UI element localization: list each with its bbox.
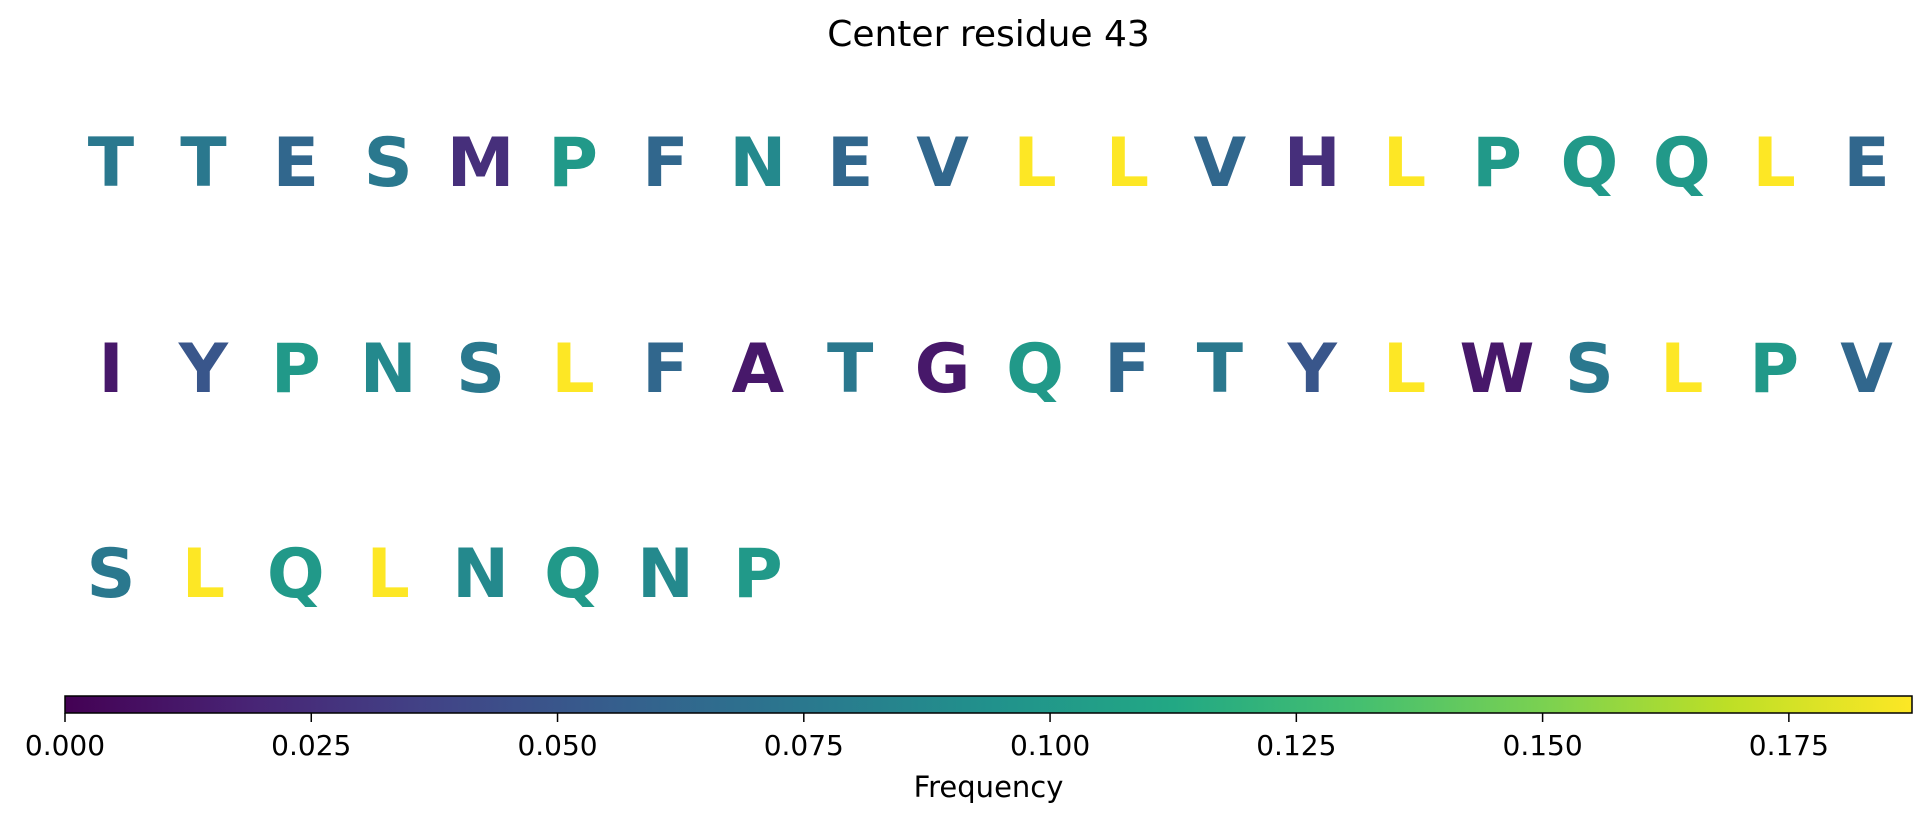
residue-letter-r3-c7: N — [637, 535, 694, 614]
colorbar-tick-label: 0.025 — [271, 729, 351, 762]
residue-letter-r2-c16: W — [1459, 330, 1534, 409]
residue-letter-r3-c8: P — [733, 535, 783, 614]
residue-letter-r1-c3: E — [273, 124, 319, 203]
colorbar-tick-label: 0.175 — [1749, 729, 1829, 762]
residue-letter-r2-c15: L — [1383, 330, 1426, 409]
residue-letter-r2-c12: F — [1104, 330, 1150, 409]
residue-letter-r1-c15: L — [1383, 124, 1426, 203]
residue-letter-r1-c2: T — [180, 124, 227, 203]
residue-letter-r2-c18: L — [1660, 330, 1703, 409]
residue-letter-r1-c7: F — [642, 124, 688, 203]
colorbar-tick-label: 0.050 — [517, 729, 597, 762]
residue-letter-r3-c2: L — [182, 535, 225, 614]
residue-letter-r2-c20: V — [1840, 330, 1893, 409]
residue-letter-r1-c14: H — [1284, 124, 1341, 203]
residue-letter-r1-c17: Q — [1560, 124, 1618, 203]
residue-letter-r1-c10: V — [916, 124, 969, 203]
residue-letter-r2-c13: T — [1197, 330, 1244, 409]
residue-letter-r1-c20: E — [1843, 124, 1889, 203]
letter-grid: T T E S M P F N E V L L V H L P Q Q L EI Y P N S L F A T G Q F T Y L W S L P V… — [87, 124, 1894, 614]
residue-letter-r1-c5: M — [447, 124, 515, 203]
residue-letter-r2-c7: F — [642, 330, 688, 409]
colorbar-tick-label: 0.125 — [1256, 729, 1336, 762]
colorbar-tick-label: 0.150 — [1503, 729, 1583, 762]
residue-letter-r1-c9: E — [827, 124, 873, 203]
colorbar-label: Frequency — [913, 770, 1064, 804]
residue-letter-r2-c19: P — [1749, 330, 1799, 409]
residue-letter-r2-c6: L — [551, 330, 594, 409]
residue-letter-r2-c8: A — [731, 330, 784, 409]
residue-letter-r2-c4: N — [360, 330, 417, 409]
residue-letter-r1-c19: L — [1753, 124, 1796, 203]
residue-letter-r1-c16: P — [1472, 124, 1522, 203]
colorbar-gradient — [64, 695, 1913, 714]
residue-letter-r3-c6: Q — [544, 535, 602, 614]
residue-letter-r1-c1: T — [88, 124, 135, 203]
residue-letter-r2-c10: G — [915, 330, 971, 409]
residue-letter-r3-c3: Q — [267, 535, 325, 614]
residue-letter-r1-c11: L — [1013, 124, 1056, 203]
colorbar-tick-label: 0.000 — [25, 729, 105, 762]
residue-letter-r2-c17: S — [1565, 330, 1614, 409]
residue-letter-r3-c4: L — [367, 535, 410, 614]
residue-letter-r2-c14: Y — [1287, 330, 1338, 409]
residue-letter-r1-c13: V — [1193, 124, 1246, 203]
residue-letter-r2-c5: S — [456, 330, 505, 409]
chart-title: Center residue 43 — [827, 14, 1150, 55]
colorbar-tick-label: 0.075 — [764, 729, 844, 762]
residue-letter-r2-c1: I — [98, 330, 123, 409]
colorbar-tick-label: 0.100 — [1010, 729, 1090, 762]
residue-letter-r3-c5: N — [452, 535, 509, 614]
residue-letter-r2-c9: T — [827, 330, 874, 409]
residue-letter-r1-c6: P — [548, 124, 598, 203]
residue-letter-r1-c12: L — [1106, 124, 1149, 203]
residue-letter-r1-c4: S — [364, 124, 413, 203]
residue-letter-r1-c8: N — [729, 124, 786, 203]
residue-letter-r3-c1: S — [87, 535, 136, 614]
residue-letter-r2-c11: Q — [1006, 330, 1064, 409]
residue-letter-r2-c2: Y — [178, 330, 229, 409]
residue-letter-r1-c18: Q — [1653, 124, 1711, 203]
residue-letter-r2-c3: P — [271, 330, 321, 409]
